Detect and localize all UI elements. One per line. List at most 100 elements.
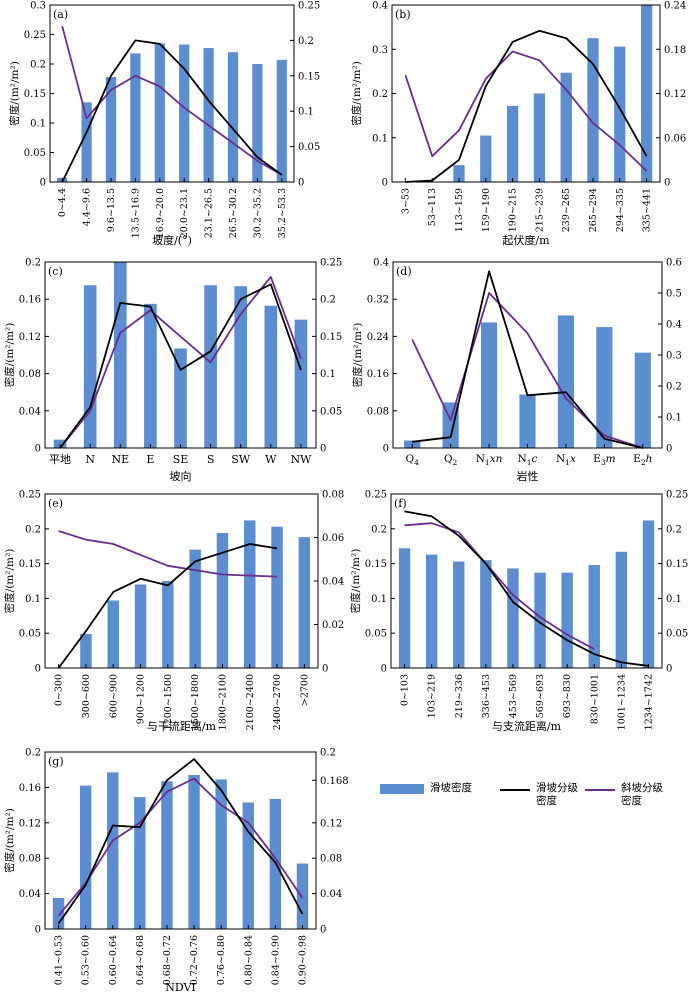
bar-c-7 xyxy=(264,305,278,448)
ytick-left-g-0: 0 xyxy=(35,925,41,936)
ytick-right-c-3: 0.15 xyxy=(320,332,342,343)
bar-a-2 xyxy=(105,76,117,182)
bar-b-8 xyxy=(614,46,626,182)
xtick-d-2: N1xn xyxy=(476,453,503,467)
bar-d-5 xyxy=(596,327,613,448)
chart-svg-f: 0 0.05 0.1 0.15 0.2 0.25 0 0.05 0.1 0.15 0.2 0.25 0~… xyxy=(349,490,688,734)
ytick-right-f-5: 0.25 xyxy=(666,490,688,501)
ytick-left-e-1: 0.05 xyxy=(19,629,41,640)
panel-label-a: (a) xyxy=(53,8,68,21)
xtick-g-9: 0.90~0.98 xyxy=(297,935,308,985)
chart-svg-d: 0 0.08 0.16 0.24 0.32 0.4 0 0.1 0.2 0.3 0.4 0.5 0.6 Q… xyxy=(351,258,682,484)
bar-c-6 xyxy=(234,286,248,448)
ytick-left-e-5: 0.25 xyxy=(19,490,41,501)
bar-g-7 xyxy=(242,802,254,929)
legend-item-landslide: 滑坡分级密度 xyxy=(500,782,578,808)
ytick-right-b-1: 0.06 xyxy=(664,133,686,144)
bar-f-0 xyxy=(398,548,411,668)
ytick-left-a-1: 0.05 xyxy=(24,148,46,159)
bar-a-5 xyxy=(179,44,190,182)
xtick-b-0: 3~53 xyxy=(400,188,411,214)
xtick-c-6: SW xyxy=(231,453,251,466)
ytick-right-g-2: 0.08 xyxy=(320,854,342,865)
x-axis-label-g: NDVI xyxy=(165,981,196,994)
ytick-left-c-1: 0.04 xyxy=(19,406,41,417)
line-slope-f xyxy=(404,522,595,650)
y-axis-label-a: 密度/(m²/m²) xyxy=(8,61,21,126)
plot-frame-f xyxy=(390,493,663,669)
bar-f-1 xyxy=(425,554,438,668)
ytick-left-b-4: 0.4 xyxy=(372,1,388,12)
bar-a-4 xyxy=(154,43,165,182)
ytick-right-f-2: 0.1 xyxy=(666,594,682,605)
chart-svg-e: 0 0.05 0.1 0.15 0.2 0.25 0 0.02 0.04 0.06 0.08 0~30… xyxy=(3,490,344,734)
legend-item-slope: 斜坡分级密度 xyxy=(585,782,680,808)
bar-a-9 xyxy=(276,59,287,183)
chart-svg-g: 0 0.04 0.08 0.12 0.16 0.2 0 0.04 0.08 0.12 0.168 0.… xyxy=(3,748,349,995)
legend-landslide-swatch xyxy=(500,789,530,791)
xtick-g-5: 0.72~0.76 xyxy=(189,935,200,985)
panel-label-e: (e) xyxy=(48,497,63,510)
xtick-e-0: 0~300 xyxy=(54,674,65,706)
bar-e-2 xyxy=(107,600,119,668)
bar-a-3 xyxy=(130,53,141,182)
ytick-right-a-3: 0.15 xyxy=(298,71,320,82)
ytick-right-c-0: 0 xyxy=(320,444,326,455)
xtick-g-0: 0.41~0.53 xyxy=(54,935,65,985)
line-slope-a xyxy=(61,25,283,176)
xtick-e-3: 900~1200 xyxy=(136,674,147,724)
bar-b-3 xyxy=(480,135,492,182)
bar-g-5 xyxy=(188,775,200,929)
legend-item-bar: 滑坡密度 xyxy=(380,782,472,795)
ytick-left-a-0: 0 xyxy=(40,178,46,189)
xtick-a-6: 23.1~26.5 xyxy=(204,188,215,238)
chart-panel-f: 0 0.05 0.1 0.15 0.2 0.25 0 0.05 0.1 0.15 0.2 0.25 0~… xyxy=(345,488,690,743)
xtick-c-8: NW xyxy=(290,453,312,466)
ytick-left-f-4: 0.2 xyxy=(371,524,387,535)
xtick-c-1: N xyxy=(85,453,95,466)
x-axis-label-f: 与支流距离/m xyxy=(492,719,562,733)
ytick-right-c-4: 0.2 xyxy=(320,295,336,306)
plot-frame-g xyxy=(44,751,317,930)
ytick-right-d-1: 0.1 xyxy=(666,413,682,424)
xtick-g-8: 0.84~0.90 xyxy=(270,935,281,985)
xtick-b-8: 294~335 xyxy=(615,188,626,232)
ytick-left-g-5: 0.2 xyxy=(25,748,41,759)
y-axis-label-e: 密度/(m²/m²) xyxy=(3,549,16,614)
xtick-a-2: 9.6~13.5 xyxy=(106,188,117,232)
y-axis-label-b: 密度/(m²/m²) xyxy=(350,61,363,126)
xtick-b-1: 53~113 xyxy=(427,188,438,226)
xtick-f-9: 1234~1742 xyxy=(643,674,654,730)
bar-c-8 xyxy=(294,319,308,448)
ytick-right-b-3: 0.18 xyxy=(664,45,686,56)
bar-f-5 xyxy=(534,572,546,668)
panel-label-g: (g) xyxy=(48,755,64,768)
ytick-left-a-4: 0.2 xyxy=(30,60,46,71)
xtick-f-2: 219~336 xyxy=(454,674,465,718)
bar-g-1 xyxy=(79,785,92,929)
ytick-left-d-1: 0.08 xyxy=(367,406,389,417)
ytick-left-c-2: 0.08 xyxy=(19,369,41,380)
bar-g-4 xyxy=(161,781,173,929)
ytick-right-a-5: 0.25 xyxy=(298,1,320,12)
xtick-b-4: 190~215 xyxy=(508,188,519,232)
ytick-right-f-4: 0.2 xyxy=(666,524,682,535)
ytick-left-d-4: 0.32 xyxy=(367,295,389,306)
bar-d-6 xyxy=(634,352,651,448)
legend: 滑坡密度 滑坡分级密度 斜坡分级密度 xyxy=(380,782,680,822)
xtick-f-5: 569~693 xyxy=(535,674,546,718)
ytick-left-d-5: 0.4 xyxy=(373,258,389,269)
ytick-left-g-2: 0.08 xyxy=(19,854,41,865)
ytick-left-f-5: 0.25 xyxy=(365,490,387,501)
line-landslide-a xyxy=(61,39,283,183)
ytick-right-b-4: 0.24 xyxy=(664,1,686,12)
chart-svg-a: 0 0.05 0.1 0.15 0.2 0.25 0.3 0 0.05 0.1 0.15 0.2 0.2… xyxy=(8,1,320,248)
y-axis-label-f: 密度/(m²/m²) xyxy=(349,549,362,614)
bar-c-0 xyxy=(53,439,67,448)
bar-e-8 xyxy=(271,526,283,668)
ytick-left-a-3: 0.15 xyxy=(24,89,46,100)
bar-g-3 xyxy=(134,797,146,929)
ytick-left-a-5: 0.25 xyxy=(24,30,46,41)
ytick-left-e-2: 0.1 xyxy=(25,594,41,605)
ytick-left-b-0: 0 xyxy=(382,178,388,189)
